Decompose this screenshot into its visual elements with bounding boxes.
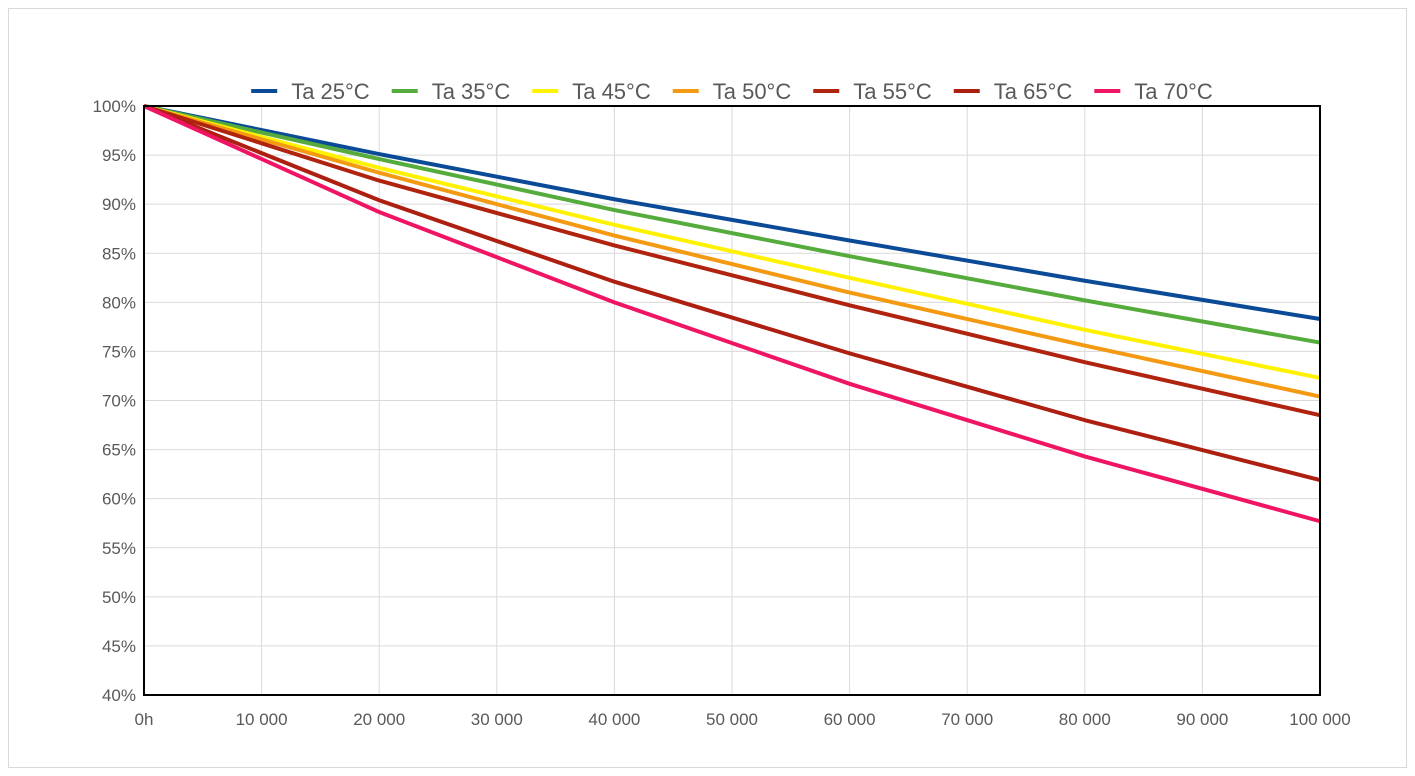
x-axis-tick-labels: 0h 10 000 20 000 30 000 40 000 50 000 60 000 70… [135,710,1351,729]
plot-border [143,105,1321,696]
y-tick-label: 85% [102,244,136,263]
x-tick-label: 100 000 [1289,710,1350,729]
series-line [143,104,1321,399]
legend-label: Ta 45°C [572,79,651,104]
series-line [143,104,1321,321]
series-line [143,104,1321,524]
y-tick-label: 80% [102,293,136,312]
y-tick-label: 95% [102,146,136,165]
y-axis-tick-labels: 40% 45% 50% 55% 60% 65% 70% 75% 80% 85% 90% 95% 100% [93,97,136,705]
series-line [143,104,1321,482]
series-line [143,104,1321,380]
y-tick-label: 50% [102,588,136,607]
legend-label: Ta 55°C [853,79,932,104]
y-tick-label: 45% [102,637,136,656]
y-tick-label: 70% [102,392,136,411]
x-tick-label: 80 000 [1059,710,1111,729]
y-tick-label: 100% [93,97,136,116]
x-tick-label: 50 000 [706,710,758,729]
legend: Ta 25°C Ta 35°C Ta 45°C Ta 50°C Ta 55°C Ta 65… [251,79,1213,104]
legend-label: Ta 70°C [1134,79,1213,104]
legend-label: Ta 65°C [994,79,1073,104]
x-tick-label: 70 000 [941,710,993,729]
x-tick-label: 30 000 [471,710,523,729]
y-tick-label: 90% [102,195,136,214]
legend-label: Ta 35°C [432,79,511,104]
y-tick-label: 60% [102,490,136,509]
series-line [143,104,1321,418]
series-line [143,104,1321,345]
x-tick-label: 90 000 [1176,710,1228,729]
x-tick-label: 60 000 [824,710,876,729]
y-tick-label: 65% [102,441,136,460]
x-tick-label: 20 000 [353,710,405,729]
y-tick-label: 75% [102,342,136,361]
x-tick-label: 40 000 [588,710,640,729]
grid-lines [143,105,1321,696]
y-tick-label: 55% [102,539,136,558]
legend-label: Ta 25°C [291,79,370,104]
y-tick-label: 40% [102,686,136,705]
x-tick-label: 0h [135,710,154,729]
legend-label: Ta 50°C [713,79,792,104]
series-lines [143,104,1321,524]
x-tick-label: 10 000 [236,710,288,729]
